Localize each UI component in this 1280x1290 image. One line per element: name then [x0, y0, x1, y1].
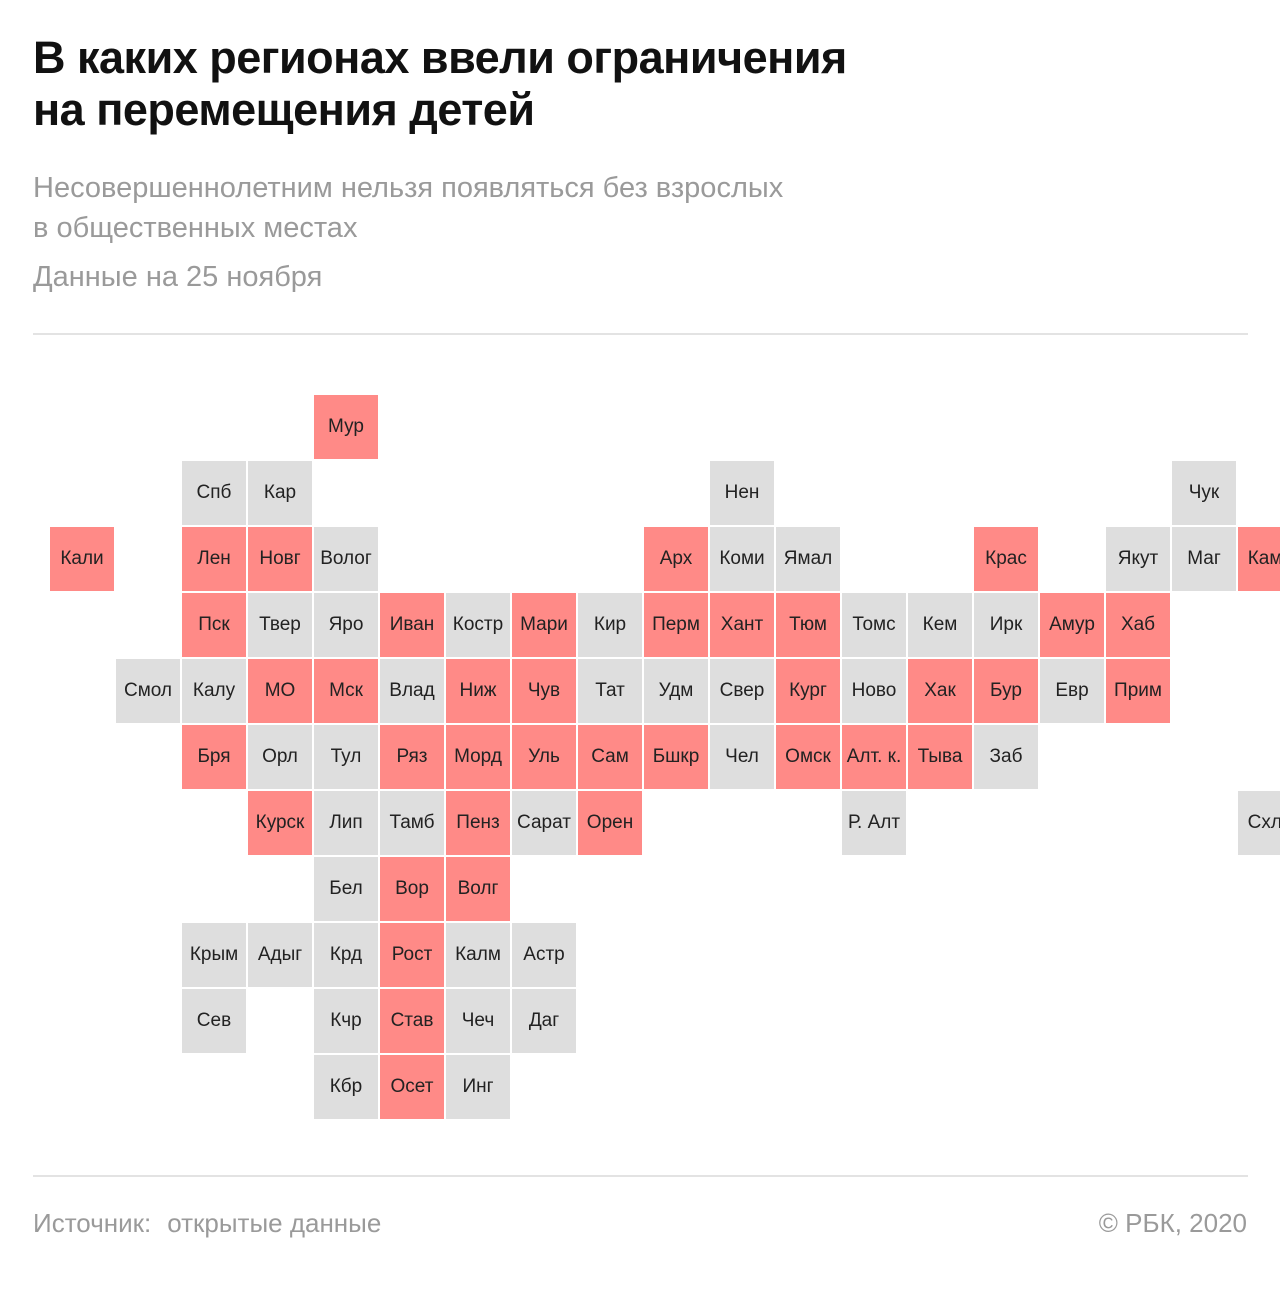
region-tile: Крас — [974, 527, 1038, 591]
region-tile: Евр — [1040, 659, 1104, 723]
region-tile: Осет — [380, 1055, 444, 1119]
region-tile: Сам — [578, 725, 642, 789]
copyright: © РБК, 2020 — [1098, 1208, 1247, 1238]
region-tile: Костр — [446, 593, 510, 657]
region-tile: Ново — [842, 659, 906, 723]
region-tile: Кир — [578, 593, 642, 657]
region-tile: Мари — [512, 593, 576, 657]
region-tile: Волг — [446, 857, 510, 921]
region-tile: Камч — [1238, 527, 1280, 591]
region-tile: Чук — [1172, 461, 1236, 525]
region-tile: Кчр — [314, 989, 378, 1053]
region-tile: Схлн — [1238, 791, 1280, 855]
region-tile: Сев — [182, 989, 246, 1053]
region-tile: Крд — [314, 923, 378, 987]
region-tile: Иван — [380, 593, 444, 657]
region-tile: Заб — [974, 725, 1038, 789]
source-note: Источник: открытые данные — [33, 1208, 381, 1239]
region-tile: Астр — [512, 923, 576, 987]
region-tile: Тюм — [776, 593, 840, 657]
region-tile: Бшкр — [644, 725, 708, 789]
source-value: открытые данные — [167, 1208, 382, 1238]
region-tile: Омск — [776, 725, 840, 789]
region-tile: Хант — [710, 593, 774, 657]
region-tile: Волог — [314, 527, 378, 591]
region-tile: Ямал — [776, 527, 840, 591]
chart-subtitle: Несовершеннолетним нельзя появляться без… — [33, 168, 1033, 248]
region-tile: Удм — [644, 659, 708, 723]
region-tile: Нен — [710, 461, 774, 525]
subtitle-line-2: в общественных местах — [33, 212, 358, 244]
region-tile: Орен — [578, 791, 642, 855]
title-line-2: на перемещения детей — [33, 84, 535, 135]
region-tile: Тул — [314, 725, 378, 789]
region-tile: Алт. к. — [842, 725, 906, 789]
region-tile: Кали — [50, 527, 114, 591]
data-date: Данные на 25 ноября — [33, 261, 323, 293]
region-tile: Кар — [248, 461, 312, 525]
region-tile: Коми — [710, 527, 774, 591]
region-tile: Ниж — [446, 659, 510, 723]
region-tile: Мур — [314, 395, 378, 459]
chart-title: В каких регионах ввели ограничения на пе… — [33, 32, 1133, 136]
region-tile: Калм — [446, 923, 510, 987]
region-tile: Уль — [512, 725, 576, 789]
top-divider — [33, 333, 1248, 335]
region-tile: Морд — [446, 725, 510, 789]
region-tile: Лен — [182, 527, 246, 591]
title-line-1: В каких регионах ввели ограничения — [33, 32, 847, 83]
region-tile: Томс — [842, 593, 906, 657]
bottom-divider — [33, 1175, 1248, 1177]
region-tile: Ряз — [380, 725, 444, 789]
region-tile: Свер — [710, 659, 774, 723]
region-tile: Бел — [314, 857, 378, 921]
region-tile: Мск — [314, 659, 378, 723]
region-tile: Твер — [248, 593, 312, 657]
region-tile: МО — [248, 659, 312, 723]
source-label: Источник: — [33, 1208, 152, 1238]
region-tile: Курск — [248, 791, 312, 855]
region-tile: Яро — [314, 593, 378, 657]
region-tile: Кем — [908, 593, 972, 657]
region-tile: Чеч — [446, 989, 510, 1053]
region-tile: Крым — [182, 923, 246, 987]
region-tile: Чув — [512, 659, 576, 723]
region-tile: Бря — [182, 725, 246, 789]
region-tile: Тат — [578, 659, 642, 723]
region-tile: Арх — [644, 527, 708, 591]
region-tile: Рост — [380, 923, 444, 987]
region-tile: Пск — [182, 593, 246, 657]
region-tile: Инг — [446, 1055, 510, 1119]
region-tile: Кбр — [314, 1055, 378, 1119]
region-tile: Сарат — [512, 791, 576, 855]
region-tile: Хаб — [1106, 593, 1170, 657]
region-tile: Бур — [974, 659, 1038, 723]
region-tile: Лип — [314, 791, 378, 855]
region-tile: Хак — [908, 659, 972, 723]
region-tile: Новг — [248, 527, 312, 591]
region-tile: Орл — [248, 725, 312, 789]
region-tile: Р. Алт — [842, 791, 906, 855]
region-tile: Якут — [1106, 527, 1170, 591]
region-tile: Перм — [644, 593, 708, 657]
region-tile: Влад — [380, 659, 444, 723]
region-tile: Калу — [182, 659, 246, 723]
region-tile: Амур — [1040, 593, 1104, 657]
region-tile: Адыг — [248, 923, 312, 987]
region-tile: Ирк — [974, 593, 1038, 657]
region-tile: Кург — [776, 659, 840, 723]
region-tile: Вор — [380, 857, 444, 921]
region-tile: Пенз — [446, 791, 510, 855]
region-tile: Спб — [182, 461, 246, 525]
region-tile: Прим — [1106, 659, 1170, 723]
region-tile: Даг — [512, 989, 576, 1053]
region-tile: Смол — [116, 659, 180, 723]
subtitle-line-1: Несовершеннолетним нельзя появляться без… — [33, 172, 784, 204]
region-tile: Маг — [1172, 527, 1236, 591]
region-tile: Тамб — [380, 791, 444, 855]
region-tile: Став — [380, 989, 444, 1053]
region-tile: Тыва — [908, 725, 972, 789]
region-tile: Чел — [710, 725, 774, 789]
